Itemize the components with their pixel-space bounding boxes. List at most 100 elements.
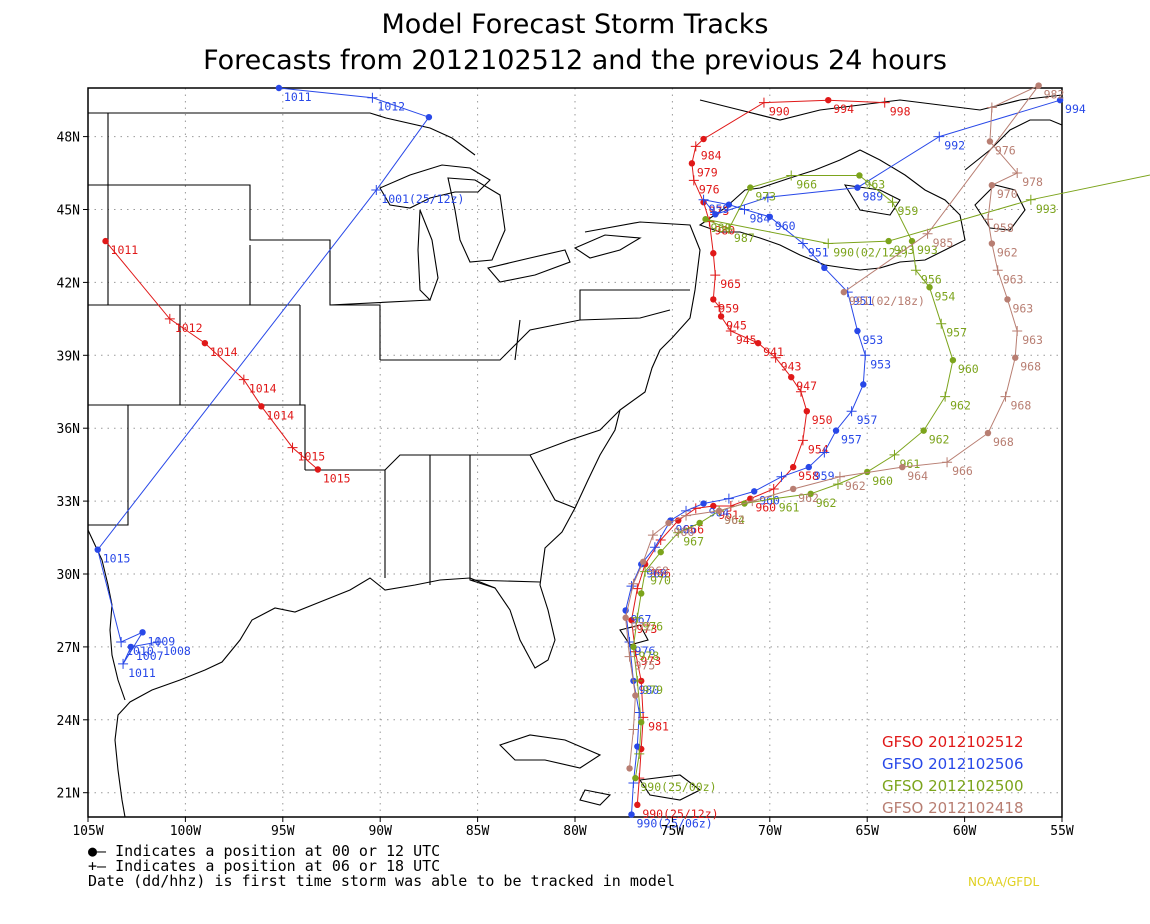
y-tick-label: 33N [57, 495, 80, 510]
pressure-label: 963 [1012, 301, 1033, 315]
track-point-intermediate [714, 301, 725, 312]
track-point-intermediate [287, 442, 298, 453]
pressure-label: 964 [907, 469, 928, 483]
track-point-synoptic [860, 381, 867, 388]
track-point-synoptic [710, 502, 717, 510]
y-axis: 21N 24N 27N 30N 33N 36N 39N 42N 45N 48N [57, 131, 88, 802]
track-point-synoptic [908, 237, 916, 245]
pressure-label: 962 [724, 513, 745, 527]
track-point-synoptic [788, 373, 795, 381]
track-point-intermediate [819, 447, 830, 458]
track-point-synoptic [634, 801, 641, 809]
pressure-label: 1014 [249, 382, 277, 396]
x-tick-label: 105W [72, 824, 103, 839]
track-point-intermediate [688, 175, 699, 186]
track-point-synoptic [665, 519, 672, 527]
pressure-label: 945 [736, 333, 757, 347]
track-point-intermediate [934, 131, 945, 142]
pressure-label: 984 [701, 148, 722, 162]
track-point-synoptic [926, 284, 933, 291]
footnote-plus: +– Indicates a position at 06 or 18 UTC [88, 857, 440, 875]
y-tick-label: 45N [57, 204, 80, 219]
track-point-synoptic [628, 811, 635, 818]
legend: GFSO 2012102512 GFSO 2012102506 GFSO 20121… [882, 733, 1024, 817]
track-point-intermediate [118, 658, 129, 669]
pressure-label: 941 [763, 345, 784, 359]
x-axis: 105W 100W 95W 90W 85W 80W 75W 70W 65W 60W 55W [72, 817, 1074, 839]
pressure-label: 968 [1020, 360, 1041, 374]
track-point-intermediate [626, 581, 637, 592]
track-point-synoptic [688, 160, 696, 167]
y-tick-label: 42N [57, 276, 80, 291]
track-point-synoptic [258, 403, 265, 410]
pressure-label: 968 [648, 564, 669, 578]
track-point-synoptic [1056, 96, 1064, 104]
track-point-intermediate [723, 493, 734, 504]
pressure-label: 959 [898, 204, 919, 218]
pressure-label: 960 [775, 219, 796, 233]
pressure-label: 957 [841, 433, 862, 447]
track-point-intermediate [940, 391, 951, 402]
track-point-intermediate [632, 675, 643, 686]
track-point-synoptic [657, 548, 664, 556]
track-point-synoptic [825, 96, 832, 104]
pressure-label: 1012 [175, 321, 203, 335]
pressure-label: 962 [816, 496, 837, 510]
track-point-intermediate [1012, 326, 1023, 336]
pressure-label: 979 [642, 683, 663, 697]
track-point-synoptic [864, 468, 871, 476]
track-point-intermediate [846, 406, 857, 417]
track-point-intermediate [640, 566, 651, 577]
track-point-intermediate [632, 612, 643, 623]
pressure-label: 972 [631, 620, 652, 634]
pressure-label: 959 [709, 202, 730, 216]
track-point-synoptic [856, 172, 863, 179]
pressure-label: 966 [952, 464, 973, 478]
track-point-synoptic [634, 743, 641, 750]
track-point-synoptic [747, 184, 754, 191]
track-point-synoptic [632, 774, 639, 782]
track-point-intermediate [710, 270, 721, 281]
track-point-intermediate [942, 457, 953, 468]
pressure-label: 987 [734, 231, 755, 245]
pressure-label: 968 [993, 435, 1014, 449]
track-point-intermediate [982, 214, 993, 225]
y-tick-label: 39N [57, 349, 80, 364]
pressure-label: 963 [1003, 272, 1024, 286]
track-point-intermediate [768, 483, 779, 494]
pressure-label: 978 [1022, 175, 1043, 189]
y-tick-label: 30N [57, 568, 80, 583]
track-point-intermediate [739, 204, 750, 215]
track-point-synoptic [984, 429, 992, 437]
track-point-synoptic [807, 490, 814, 498]
pressure-label: 960 [755, 501, 776, 515]
y-tick-label: 48N [57, 131, 80, 146]
pressure-label: 958 [993, 221, 1014, 235]
pressure-label: 990(02/12z) [833, 246, 909, 260]
track-point-synoptic [622, 614, 629, 621]
track-point-intermediate [879, 97, 890, 108]
track-point-intermediate [673, 527, 684, 538]
pressure-label: 998 [890, 105, 911, 119]
pressure-label: 994 [833, 102, 854, 116]
track-point-synoptic [920, 427, 927, 434]
track-point-synoptic [821, 264, 828, 272]
pressure-label: 958 [798, 469, 819, 483]
track-point-synoptic [632, 692, 639, 699]
chart-subtitle: Forecasts from 2012102512 and the previo… [203, 45, 947, 76]
track-point-synoptic [1035, 82, 1042, 89]
track-point-intermediate [860, 350, 871, 361]
pressure-label: 963 [1022, 333, 1043, 347]
pressure-label: 956 [921, 272, 942, 286]
pressure-label: 993 [917, 243, 938, 257]
pressure-label: 1001(25/12z) [381, 192, 464, 206]
pressure-label: 1014 [210, 345, 238, 359]
x-tick-label: 90W [368, 824, 392, 839]
track-point-synoptic [899, 463, 906, 471]
track-point-synoptic [1004, 296, 1011, 303]
track-point-synoptic [630, 643, 637, 651]
track-point-synoptic [751, 488, 758, 495]
pressure-label: 1015 [323, 472, 351, 486]
track-point-intermediate [153, 637, 164, 648]
